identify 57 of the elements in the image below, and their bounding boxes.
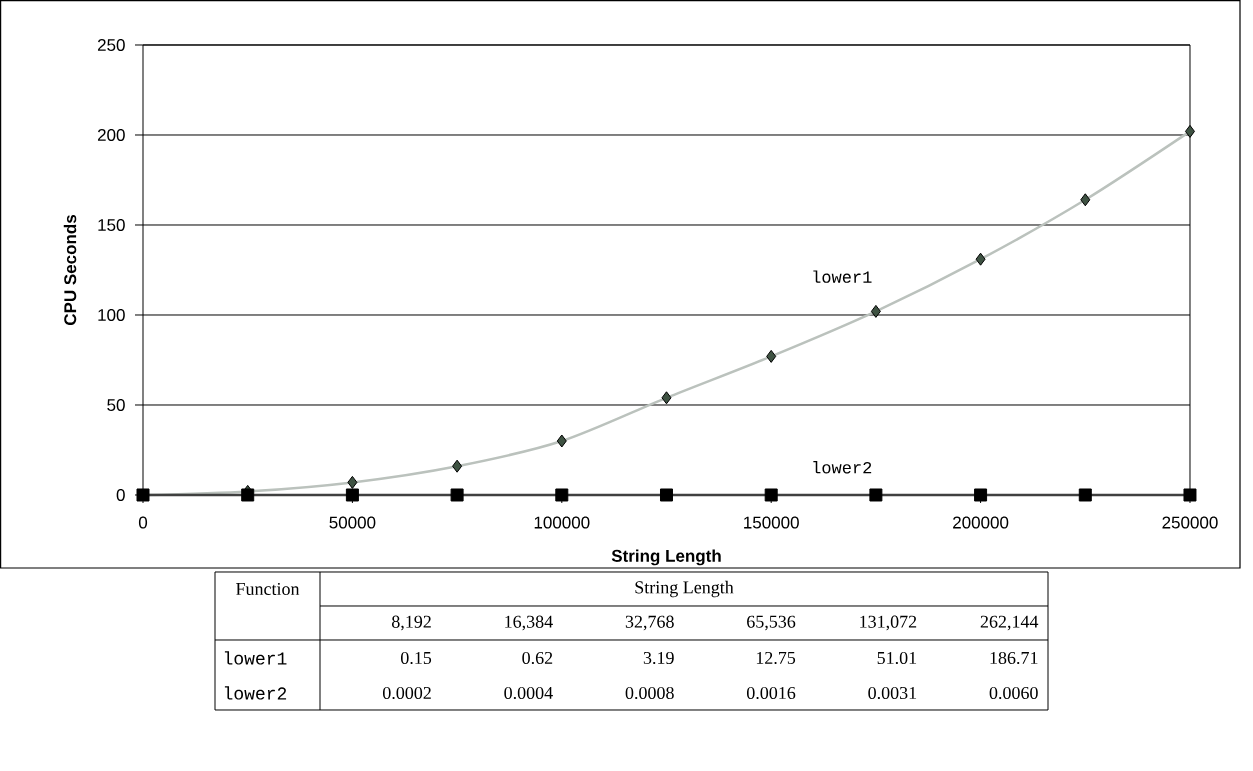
category-label: 32,768 bbox=[625, 615, 674, 631]
point bbox=[974, 488, 988, 502]
y-tick-label: 250 bbox=[97, 38, 125, 52]
point bbox=[1080, 193, 1091, 207]
y-tick-label: 100 bbox=[98, 308, 125, 322]
point bbox=[347, 475, 358, 489]
category-label: 262,144 bbox=[980, 615, 1039, 631]
data-label: 0.15 bbox=[401, 651, 432, 665]
point bbox=[1183, 488, 1197, 502]
series-label: lower2 bbox=[813, 460, 872, 474]
point bbox=[661, 391, 672, 405]
data-label: 0.0060 bbox=[989, 686, 1038, 700]
text: lower2 bbox=[224, 686, 287, 700]
point bbox=[241, 488, 255, 502]
y-axis-title: CPU Seconds bbox=[63, 214, 77, 326]
point bbox=[556, 434, 567, 448]
text: lower1 bbox=[224, 651, 287, 665]
data-label: 0.0008 bbox=[625, 686, 674, 700]
x-axis-title: String Length bbox=[611, 549, 721, 566]
data-label: 0.0002 bbox=[383, 686, 431, 700]
text: Function bbox=[236, 582, 300, 596]
x-tick-label: 50000 bbox=[329, 516, 376, 529]
data-label: 0.62 bbox=[522, 651, 553, 665]
point bbox=[345, 488, 359, 502]
point bbox=[869, 488, 883, 502]
data-label: 0.0031 bbox=[868, 686, 917, 700]
data-label: 51.01 bbox=[877, 651, 917, 665]
point bbox=[660, 488, 673, 502]
text: String Length bbox=[635, 580, 734, 598]
point bbox=[450, 488, 464, 502]
point bbox=[1184, 124, 1195, 138]
category-label: 8,192 bbox=[392, 615, 431, 631]
point bbox=[764, 488, 778, 502]
x-tick-label: 250000 bbox=[1162, 516, 1218, 529]
x-tick-label: 200000 bbox=[953, 516, 1009, 529]
data-label: 0.0016 bbox=[747, 686, 796, 700]
point bbox=[1078, 488, 1092, 502]
y-tick-label: 150 bbox=[98, 218, 125, 232]
point bbox=[452, 459, 463, 473]
point bbox=[766, 349, 777, 363]
category-label: 16,384 bbox=[505, 615, 553, 631]
data-label: 3.19 bbox=[643, 651, 674, 665]
point bbox=[975, 252, 986, 266]
data-label: 186.71 bbox=[990, 651, 1038, 665]
data-label: 0.0004 bbox=[504, 686, 553, 700]
series-label: lower1 bbox=[813, 270, 872, 283]
data-label: 12.75 bbox=[756, 651, 796, 665]
x-tick-label: 100000 bbox=[534, 516, 590, 529]
y-tick-label: 200 bbox=[97, 128, 125, 142]
point bbox=[555, 488, 569, 502]
y-tick-label: 50 bbox=[107, 398, 125, 412]
point bbox=[870, 304, 881, 318]
category-label: 65,536 bbox=[747, 615, 796, 631]
y-tick-label: 0 bbox=[116, 488, 125, 502]
x-tick-label: 150000 bbox=[744, 516, 799, 529]
category-label: 131,072 bbox=[860, 615, 917, 631]
x-tick-label: 0 bbox=[138, 516, 148, 529]
